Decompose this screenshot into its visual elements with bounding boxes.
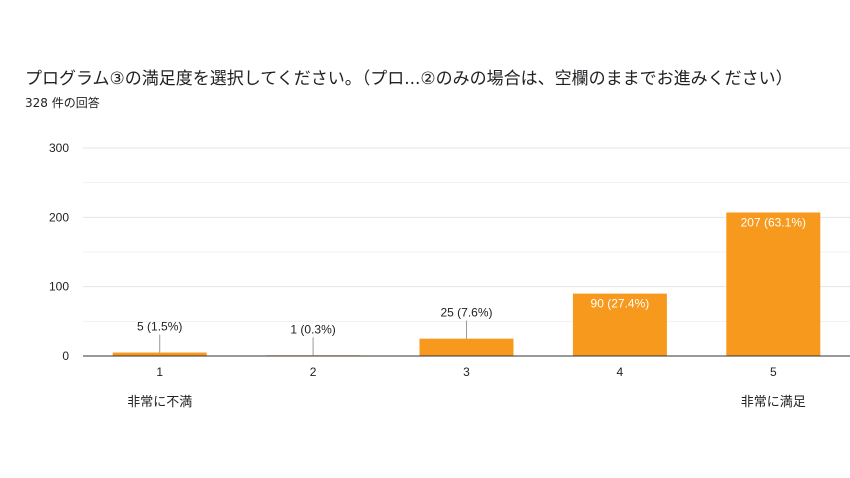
x-tick-label: 1 bbox=[156, 365, 163, 379]
data-label: 207 (63.1%) bbox=[741, 215, 806, 229]
y-tick-label: 100 bbox=[49, 280, 69, 294]
chart-title: プログラム③の満足度を選択してください。（プロ...②のみの場合は、空欄のままで… bbox=[25, 69, 793, 89]
bar bbox=[572, 293, 667, 356]
bar bbox=[726, 212, 821, 356]
y-tick-label: 0 bbox=[62, 349, 69, 363]
x-tick-label: 2 bbox=[310, 365, 317, 379]
x-tick-label: 4 bbox=[617, 365, 624, 379]
data-label: 90 (27.4%) bbox=[591, 297, 650, 311]
bar bbox=[419, 338, 514, 356]
y-tick-label: 200 bbox=[49, 210, 69, 224]
y-tick-label: 300 bbox=[49, 141, 69, 155]
response-count: 328 件の回答 bbox=[25, 96, 100, 110]
scale-low-label: 非常に不満 bbox=[127, 394, 192, 409]
x-tick-label: 3 bbox=[463, 365, 470, 379]
bar bbox=[112, 352, 207, 356]
scale-high-label: 非常に満足 bbox=[741, 394, 806, 409]
data-label: 1 (0.3%) bbox=[290, 322, 335, 336]
x-tick-label: 5 bbox=[770, 365, 777, 379]
data-label: 25 (7.6%) bbox=[440, 306, 492, 320]
data-label: 5 (1.5%) bbox=[137, 320, 182, 334]
